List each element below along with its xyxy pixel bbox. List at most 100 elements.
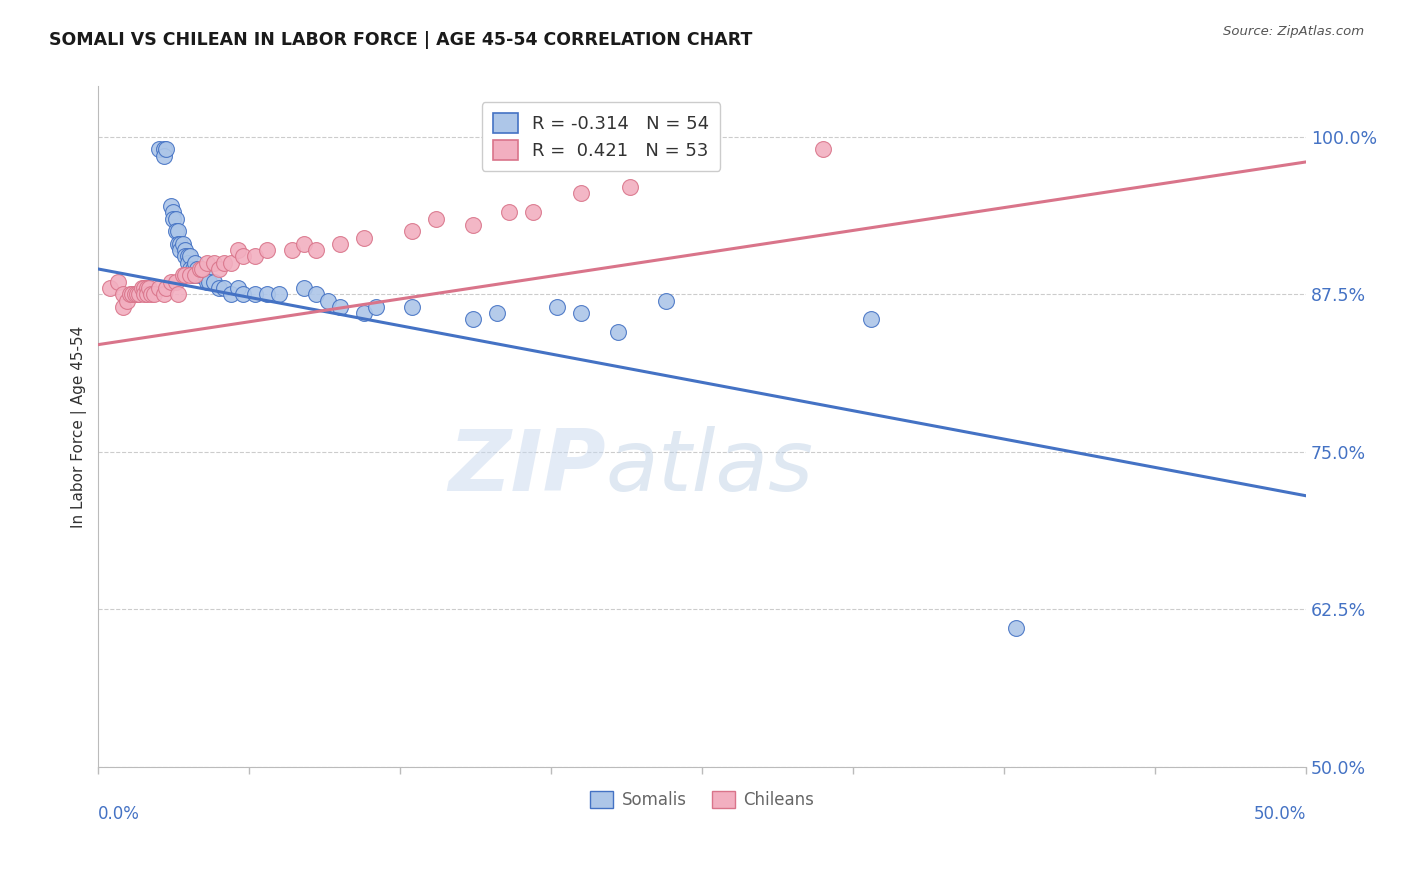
Text: atlas: atlas (606, 425, 814, 508)
Point (228, 243, 250, 257)
Point (152, 142, 174, 156)
Point (316, 293, 339, 308)
Point (162, 205, 184, 219)
Point (167, 224, 190, 238)
Text: Source: ZipAtlas.com: Source: ZipAtlas.com (1223, 25, 1364, 38)
Text: SOMALI VS CHILEAN IN LABOR FORCE | AGE 45-54 CORRELATION CHART: SOMALI VS CHILEAN IN LABOR FORCE | AGE 4… (49, 31, 752, 49)
Point (134, 287, 156, 301)
Point (269, 287, 291, 301)
Point (546, 300, 568, 314)
Point (329, 300, 352, 314)
Point (125, 287, 148, 301)
Point (165, 275, 187, 289)
Point (155, 142, 177, 156)
Point (124, 287, 146, 301)
Point (364, 300, 387, 314)
Point (152, 287, 174, 301)
Point (619, 180, 641, 194)
Point (606, 325, 628, 339)
Point (141, 287, 163, 301)
Point (152, 148, 174, 162)
Point (159, 275, 181, 289)
Point (107, 275, 129, 289)
Point (461, 218, 484, 232)
Point (148, 281, 170, 295)
Point (690, 148, 713, 162)
Point (165, 224, 187, 238)
Point (353, 306, 375, 320)
Point (219, 256, 242, 270)
Point (571, 306, 593, 320)
Point (256, 243, 278, 257)
Point (111, 300, 134, 314)
Point (128, 287, 150, 301)
Point (198, 275, 221, 289)
Point (292, 236, 315, 251)
Point (181, 268, 204, 283)
Point (498, 205, 520, 219)
Point (167, 236, 190, 251)
Point (280, 243, 302, 257)
Point (165, 211, 187, 226)
Point (1005, 621, 1028, 635)
Point (202, 275, 225, 289)
Point (131, 281, 153, 295)
Text: ZIP: ZIP (449, 425, 606, 508)
Point (212, 256, 235, 270)
Point (174, 249, 197, 263)
Point (195, 275, 218, 289)
Point (305, 287, 328, 301)
Point (177, 249, 200, 263)
Point (184, 268, 207, 283)
Point (169, 243, 191, 257)
Point (461, 312, 484, 326)
Point (117, 293, 139, 308)
Point (485, 306, 508, 320)
Point (186, 262, 208, 277)
Point (191, 262, 214, 277)
Point (208, 281, 231, 295)
Point (172, 236, 194, 251)
Point (329, 236, 352, 251)
Point (202, 256, 225, 270)
Point (655, 293, 678, 308)
Point (188, 268, 211, 283)
Text: 0.0%: 0.0% (98, 805, 141, 823)
Point (138, 281, 160, 295)
Point (135, 281, 157, 295)
Point (111, 287, 134, 301)
Point (135, 287, 157, 301)
Point (208, 262, 231, 277)
Point (188, 262, 211, 277)
Point (571, 186, 593, 201)
Point (174, 268, 197, 283)
Point (159, 199, 181, 213)
Point (194, 268, 217, 283)
Point (162, 211, 184, 226)
Point (425, 211, 447, 226)
Point (811, 142, 834, 156)
Point (148, 142, 170, 156)
Point (245, 249, 267, 263)
Point (121, 287, 143, 301)
Text: 50.0%: 50.0% (1254, 805, 1306, 823)
Point (179, 268, 201, 283)
Point (134, 281, 156, 295)
Point (125, 287, 148, 301)
Point (232, 287, 254, 301)
Y-axis label: In Labor Force | Age 45-54: In Labor Force | Age 45-54 (72, 326, 87, 527)
Point (860, 312, 883, 326)
Point (245, 287, 267, 301)
Point (179, 262, 201, 277)
Point (305, 243, 328, 257)
Point (212, 281, 235, 295)
Point (177, 256, 200, 270)
Point (401, 224, 423, 238)
Point (292, 281, 315, 295)
Point (174, 243, 197, 257)
Point (228, 281, 250, 295)
Point (219, 287, 242, 301)
Point (155, 281, 177, 295)
Point (184, 256, 207, 270)
Legend: Somalis, Chileans: Somalis, Chileans (583, 785, 821, 816)
